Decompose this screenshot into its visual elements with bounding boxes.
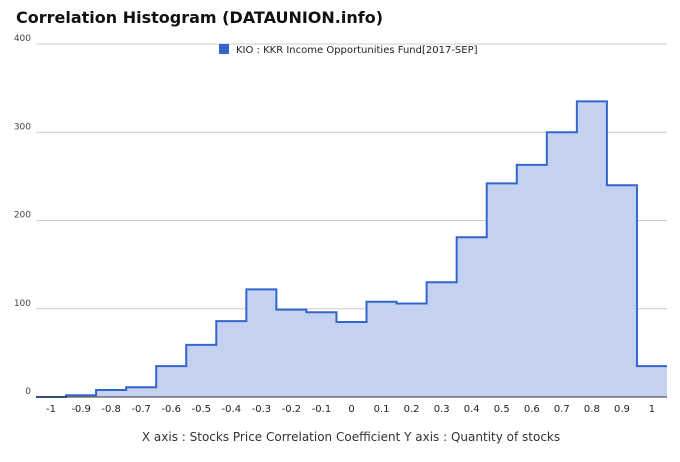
y-tick-label: 100	[14, 299, 31, 309]
x-tick-label: 0.9	[614, 404, 630, 415]
series-line	[36, 100, 667, 398]
x-tick-label: 0.3	[434, 404, 450, 415]
x-tick-label: -1	[46, 404, 56, 415]
series-area	[36, 101, 667, 398]
x-axis-caption: X axis : Stocks Price Correlation Coeffi…	[142, 430, 560, 444]
y-tick-label: 200	[14, 211, 31, 221]
legend[interactable]: KIO : KKR Income Opportunities Fund[2017…	[219, 44, 478, 56]
x-tick-label: 0	[348, 404, 354, 415]
x-tick-label: 1	[649, 404, 655, 415]
x-tick-label: 0.2	[404, 404, 420, 415]
y-tick-label: 400	[14, 34, 31, 44]
x-tick-label: -0.4	[222, 404, 242, 415]
x-tick-label: 0.7	[554, 404, 570, 415]
x-tick-label: -0.7	[131, 404, 151, 415]
y-axis-ticks: 0 100 200 300 400	[14, 34, 31, 397]
x-tick-label: -0.8	[101, 404, 121, 415]
x-tick-label: 0.1	[374, 404, 390, 415]
x-tick-label: 0.8	[584, 404, 600, 415]
y-tick-label: 0	[25, 387, 31, 397]
legend-label: KIO : KKR Income Opportunities Fund[2017…	[236, 45, 478, 56]
x-tick-label: 0.6	[524, 404, 540, 415]
series-layer	[36, 100, 667, 398]
x-tick-label: -0.1	[312, 404, 332, 415]
chart-title: Correlation Histogram (DATAUNION.info)	[16, 8, 383, 27]
x-tick-label: -0.6	[161, 404, 181, 415]
x-tick-label: 0.4	[464, 404, 480, 415]
legend-swatch	[219, 44, 229, 54]
y-tick-label: 300	[14, 122, 31, 132]
x-tick-label: -0.5	[192, 404, 212, 415]
x-tick-label: 0.5	[494, 404, 510, 415]
x-axis-ticks: -1 -0.9 -0.8 -0.7 -0.6 -0.5 -0.4 -0.3 -0.2 -0.1 0 0…	[46, 404, 655, 415]
x-tick-label: -0.2	[282, 404, 302, 415]
x-tick-label: -0.3	[252, 404, 272, 415]
x-tick-label: -0.9	[71, 404, 91, 415]
